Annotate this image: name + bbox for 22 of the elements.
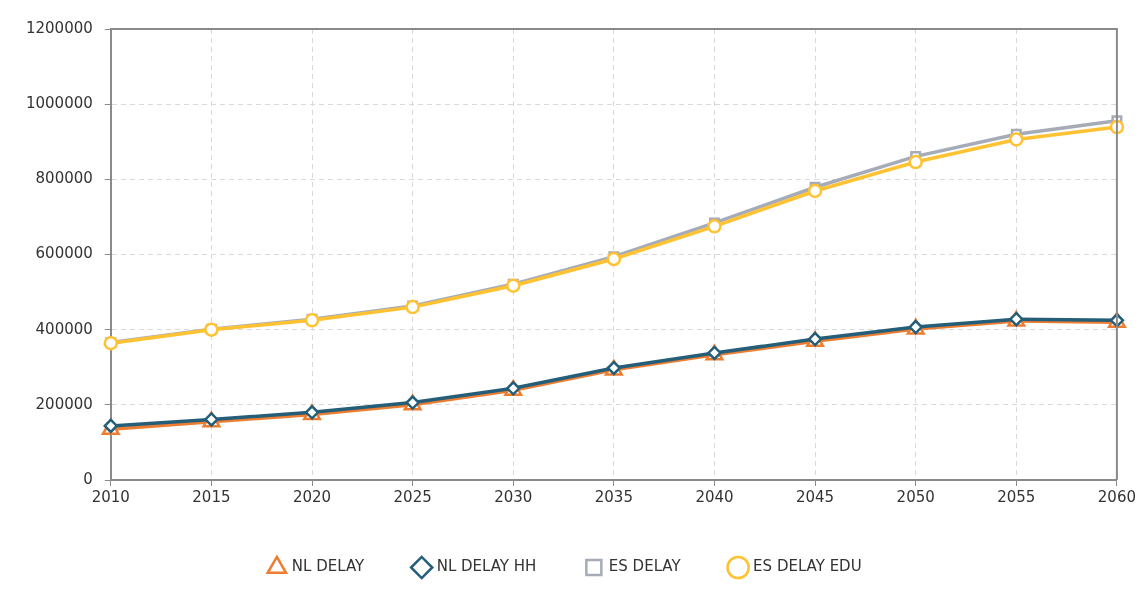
- legend-label: NL DELAY: [291, 557, 366, 576]
- y-tick-label: 400000: [35, 319, 93, 338]
- y-tick-label: 1000000: [25, 94, 93, 113]
- y-tick-label: 0: [83, 469, 93, 488]
- x-tick-label: 2045: [795, 487, 835, 506]
- legend-label: ES DELAY: [608, 557, 682, 576]
- y-tick-label: 800000: [35, 169, 93, 188]
- y-tick-label: 200000: [35, 394, 93, 413]
- x-tick-label: 2025: [393, 487, 432, 506]
- legend-label: NL DELAY HH: [436, 557, 537, 576]
- y-tick-label: 1200000: [25, 18, 93, 37]
- y-tick-label: 600000: [35, 244, 93, 263]
- x-tick-label: 2050: [896, 487, 935, 506]
- x-tick-label: 2020: [292, 487, 332, 506]
- x-tick-label: 2060: [1097, 487, 1137, 506]
- x-tick-label: 2030: [494, 487, 533, 506]
- x-tick-label: 2055: [997, 487, 1036, 506]
- legend-label: ES DELAY EDU: [753, 557, 862, 576]
- x-tick-label: 2040: [695, 487, 734, 506]
- x-tick-label: 2015: [192, 487, 231, 506]
- x-tick-label: 2010: [91, 487, 130, 506]
- x-tick-label: 2035: [594, 487, 633, 506]
